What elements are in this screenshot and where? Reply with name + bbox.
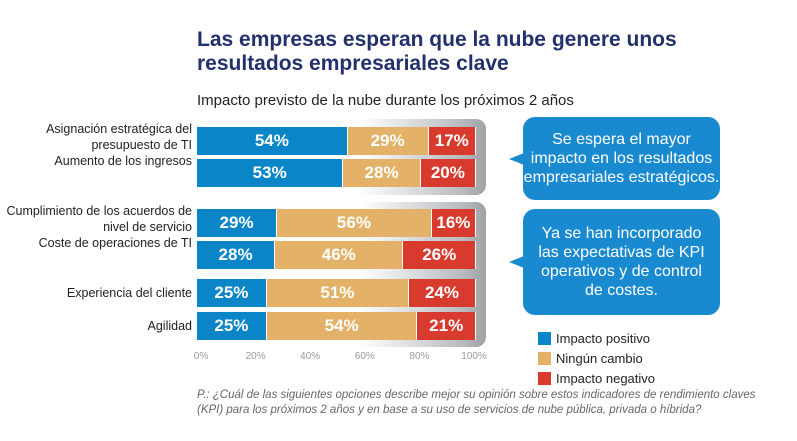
x-tick-label: 0% — [193, 351, 209, 362]
bar-segment-positive: 29% — [197, 209, 278, 237]
category-label: Coste de operaciones de TI — [38, 236, 192, 250]
category-label: Agilidad — [147, 319, 192, 333]
x-tick-label: 80% — [409, 351, 430, 362]
legend-label: Ningún cambio — [556, 351, 643, 366]
bar-segment-positive: 25% — [197, 279, 267, 307]
bar-segment-positive: 28% — [197, 241, 276, 269]
x-tick-label: 20% — [245, 351, 266, 362]
category-label: Aumento de los ingresos — [54, 154, 192, 168]
legend-label: Impacto positivo — [556, 331, 650, 346]
legend-swatch — [538, 332, 551, 345]
legend-item: Impacto positivo — [538, 331, 650, 346]
legend-label: Impacto negativo — [556, 371, 656, 386]
bar-segment-negative: 20% — [420, 159, 476, 187]
bar-segment-positive: 25% — [197, 312, 267, 340]
footnote: P.: ¿Cuál de las siguientes opciones des… — [197, 389, 756, 416]
bar-segment-negative: 16% — [431, 209, 476, 237]
bar-segment-no-change: 56% — [277, 209, 432, 237]
category-label: Cumplimiento de los acuerdos de nivel de… — [6, 204, 192, 234]
callout-operational: Ya se han incorporado las expectativas d… — [509, 209, 720, 315]
bar-segment-negative: 26% — [403, 241, 476, 269]
callout-strategic: Se espera el mayor impacto en los result… — [509, 117, 720, 200]
bar-segment-no-change: 29% — [347, 127, 429, 155]
legend-item: Impacto negativo — [538, 371, 655, 386]
bar-segment-no-change: 51% — [266, 279, 410, 307]
x-tick-label: 40% — [300, 351, 321, 362]
bar-segment-no-change: 54% — [266, 312, 418, 340]
bar-segment-no-change: 46% — [275, 241, 404, 269]
legend-item: Ningún cambio — [538, 351, 643, 366]
bar-segment-no-change: 28% — [343, 159, 421, 187]
chart-title: Las empresas esperan que la nube genere … — [197, 28, 677, 75]
legend-swatch — [538, 352, 551, 365]
bar-segment-negative: 17% — [428, 127, 476, 155]
bar-segment-negative: 24% — [409, 279, 476, 307]
bar-segment-positive: 54% — [197, 127, 348, 155]
category-label: Experiencia del cliente — [66, 286, 192, 300]
bar-segment-negative: 21% — [417, 312, 476, 340]
category-label: Asignación estratégica del presupuesto d… — [46, 122, 192, 152]
x-tick-label: 60% — [354, 351, 375, 362]
bar-segment-positive: 53% — [197, 159, 344, 187]
legend-swatch — [538, 372, 551, 385]
x-tick-label: 100% — [461, 351, 487, 362]
chart-subtitle: Impacto previsto de la nube durante los … — [197, 92, 574, 109]
